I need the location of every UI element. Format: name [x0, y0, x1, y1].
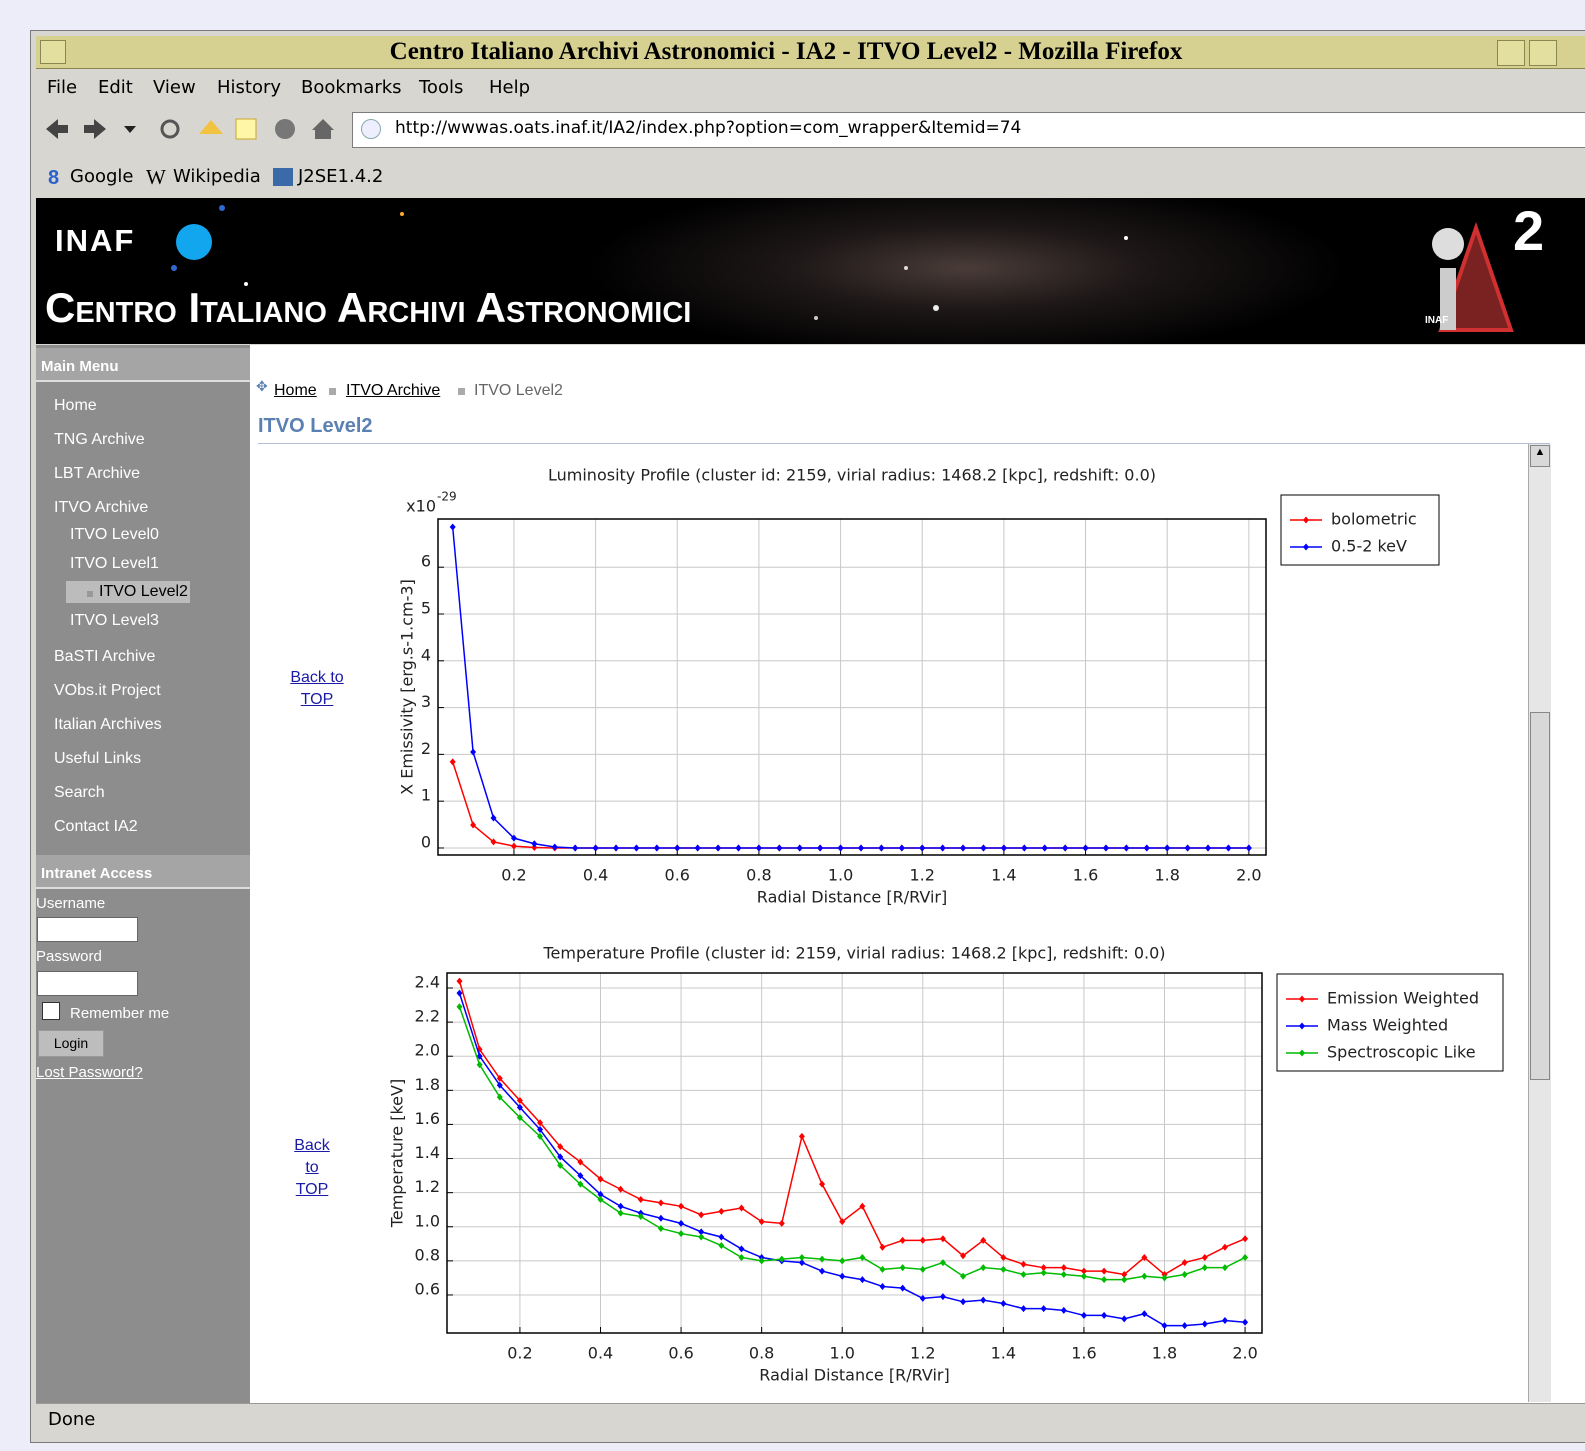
username-label: Username — [36, 895, 106, 912]
menu-item[interactable]: Tools — [419, 77, 464, 98]
breadcrumb-link[interactable]: Home — [274, 382, 317, 399]
menu-header — [36, 348, 250, 382]
back-to-top-link[interactable]: Back to TOP — [294, 1137, 330, 1198]
maximize-button[interactable] — [1529, 40, 1557, 66]
menu-item[interactable]: TNG Archive — [54, 431, 145, 448]
title-bar — [36, 36, 1585, 69]
google-icon: 8 — [48, 167, 60, 189]
username-input[interactable] — [37, 917, 138, 942]
breadcrumb-link[interactable]: ITVO Archive — [346, 382, 441, 399]
heading-rule — [258, 443, 1550, 444]
menu-item[interactable]: Useful Links — [54, 749, 142, 767]
scroll-thumb[interactable] — [1530, 712, 1550, 1080]
url-text[interactable]: http://wwwas.oats.inaf.it/IA2/index.php?… — [395, 118, 1022, 138]
login-title: Intranet Access — [41, 865, 153, 882]
star — [1124, 236, 1128, 240]
star — [244, 282, 248, 286]
menu-item[interactable]: BaSTI Archive — [54, 647, 156, 665]
site-title: Centro Italiano Archivi Astronomici — [45, 284, 692, 331]
reload-button[interactable] — [160, 119, 180, 139]
breadcrumb-separator — [329, 388, 336, 395]
url-bar[interactable] — [352, 112, 1585, 148]
menu-item[interactable]: History — [217, 77, 282, 98]
star — [400, 212, 404, 216]
menu-item[interactable]: ITVO Level3 — [70, 611, 159, 629]
bookmark[interactable]: Google — [70, 166, 134, 187]
menu-item[interactable]: Search — [54, 783, 105, 801]
nav-icons — [46, 118, 334, 140]
login-button[interactable]: Login — [38, 1030, 104, 1057]
back-to-top-link[interactable]: Back to TOP — [290, 669, 344, 708]
back-button[interactable] — [46, 119, 68, 139]
menu-item[interactable]: ITVO Level0 — [70, 526, 159, 543]
window-title: Centro Italiano Archivi Astronomici - IA… — [389, 38, 1183, 65]
password-input[interactable] — [37, 971, 138, 996]
status-bar — [36, 1403, 1585, 1438]
content-area — [250, 345, 1585, 1403]
star — [219, 205, 225, 211]
bookmark[interactable]: J2SE1.4.2 — [298, 166, 384, 187]
menu-item[interactable]: Bookmarks — [301, 77, 402, 98]
org-name: INAF — [55, 223, 136, 258]
remember-checkbox[interactable] — [42, 1002, 60, 1020]
logo-text: 2 — [1513, 199, 1545, 262]
stop-button[interactable] — [275, 119, 295, 139]
star — [171, 265, 177, 271]
password-label: Password — [36, 948, 102, 965]
inaf-logo-circle — [176, 224, 212, 260]
bookmark-icon[interactable] — [199, 120, 223, 134]
banner-art — [171, 205, 1514, 332]
wikipedia-icon: W — [146, 165, 166, 189]
menu-item[interactable]: File — [47, 77, 78, 98]
active-bullet — [87, 591, 93, 597]
menu-item[interactable]: ITVO Level1 — [70, 554, 159, 572]
star — [904, 266, 908, 270]
menu-item[interactable]: ITVO Level2 — [66, 581, 190, 603]
lost-password-link[interactable]: Lost Password? — [36, 1064, 143, 1081]
menu-item[interactable]: LBT Archive — [54, 465, 140, 482]
menu-item[interactable]: Help — [489, 77, 531, 98]
menu-item[interactable]: ITVO Archive — [54, 499, 149, 516]
forward-button[interactable] — [84, 119, 106, 139]
logo-org: INAF — [1425, 315, 1449, 326]
star — [933, 305, 939, 311]
logo-bar — [1440, 268, 1456, 330]
minimize-button[interactable] — [1497, 40, 1525, 66]
home-button[interactable] — [312, 119, 334, 139]
star — [814, 316, 818, 320]
status-text: Done — [48, 1409, 96, 1430]
login-header — [36, 855, 250, 889]
window-menu-button[interactable] — [40, 40, 66, 64]
breadcrumb-icon: ✥ — [256, 378, 268, 394]
remember-label: Remember me — [70, 1005, 170, 1022]
menu-item[interactable]: Italian Archives — [54, 715, 162, 733]
history-dropdown[interactable] — [124, 126, 136, 133]
logo-triangle — [1438, 221, 1514, 332]
menu-item[interactable]: View — [153, 77, 196, 98]
logo-dot — [1432, 228, 1464, 260]
new-tab-icon[interactable] — [235, 118, 257, 140]
page-heading: ITVO Level2 — [258, 415, 373, 437]
bookmark[interactable]: Wikipedia — [173, 166, 261, 187]
java-icon — [273, 168, 293, 186]
scroll-up[interactable]: ▲ — [1530, 445, 1550, 467]
menu-title: Main Menu — [41, 358, 119, 375]
menu-item[interactable]: VObs.it Project — [54, 681, 161, 699]
breadcrumb-current: ITVO Level2 — [474, 382, 563, 399]
site-banner — [36, 198, 1585, 344]
menu-item[interactable]: Edit — [98, 77, 133, 98]
breadcrumb-separator — [458, 388, 465, 395]
menu-item[interactable]: Home — [54, 397, 97, 414]
menu-item[interactable]: Contact IA2 — [54, 817, 138, 835]
site-icon — [361, 119, 381, 139]
